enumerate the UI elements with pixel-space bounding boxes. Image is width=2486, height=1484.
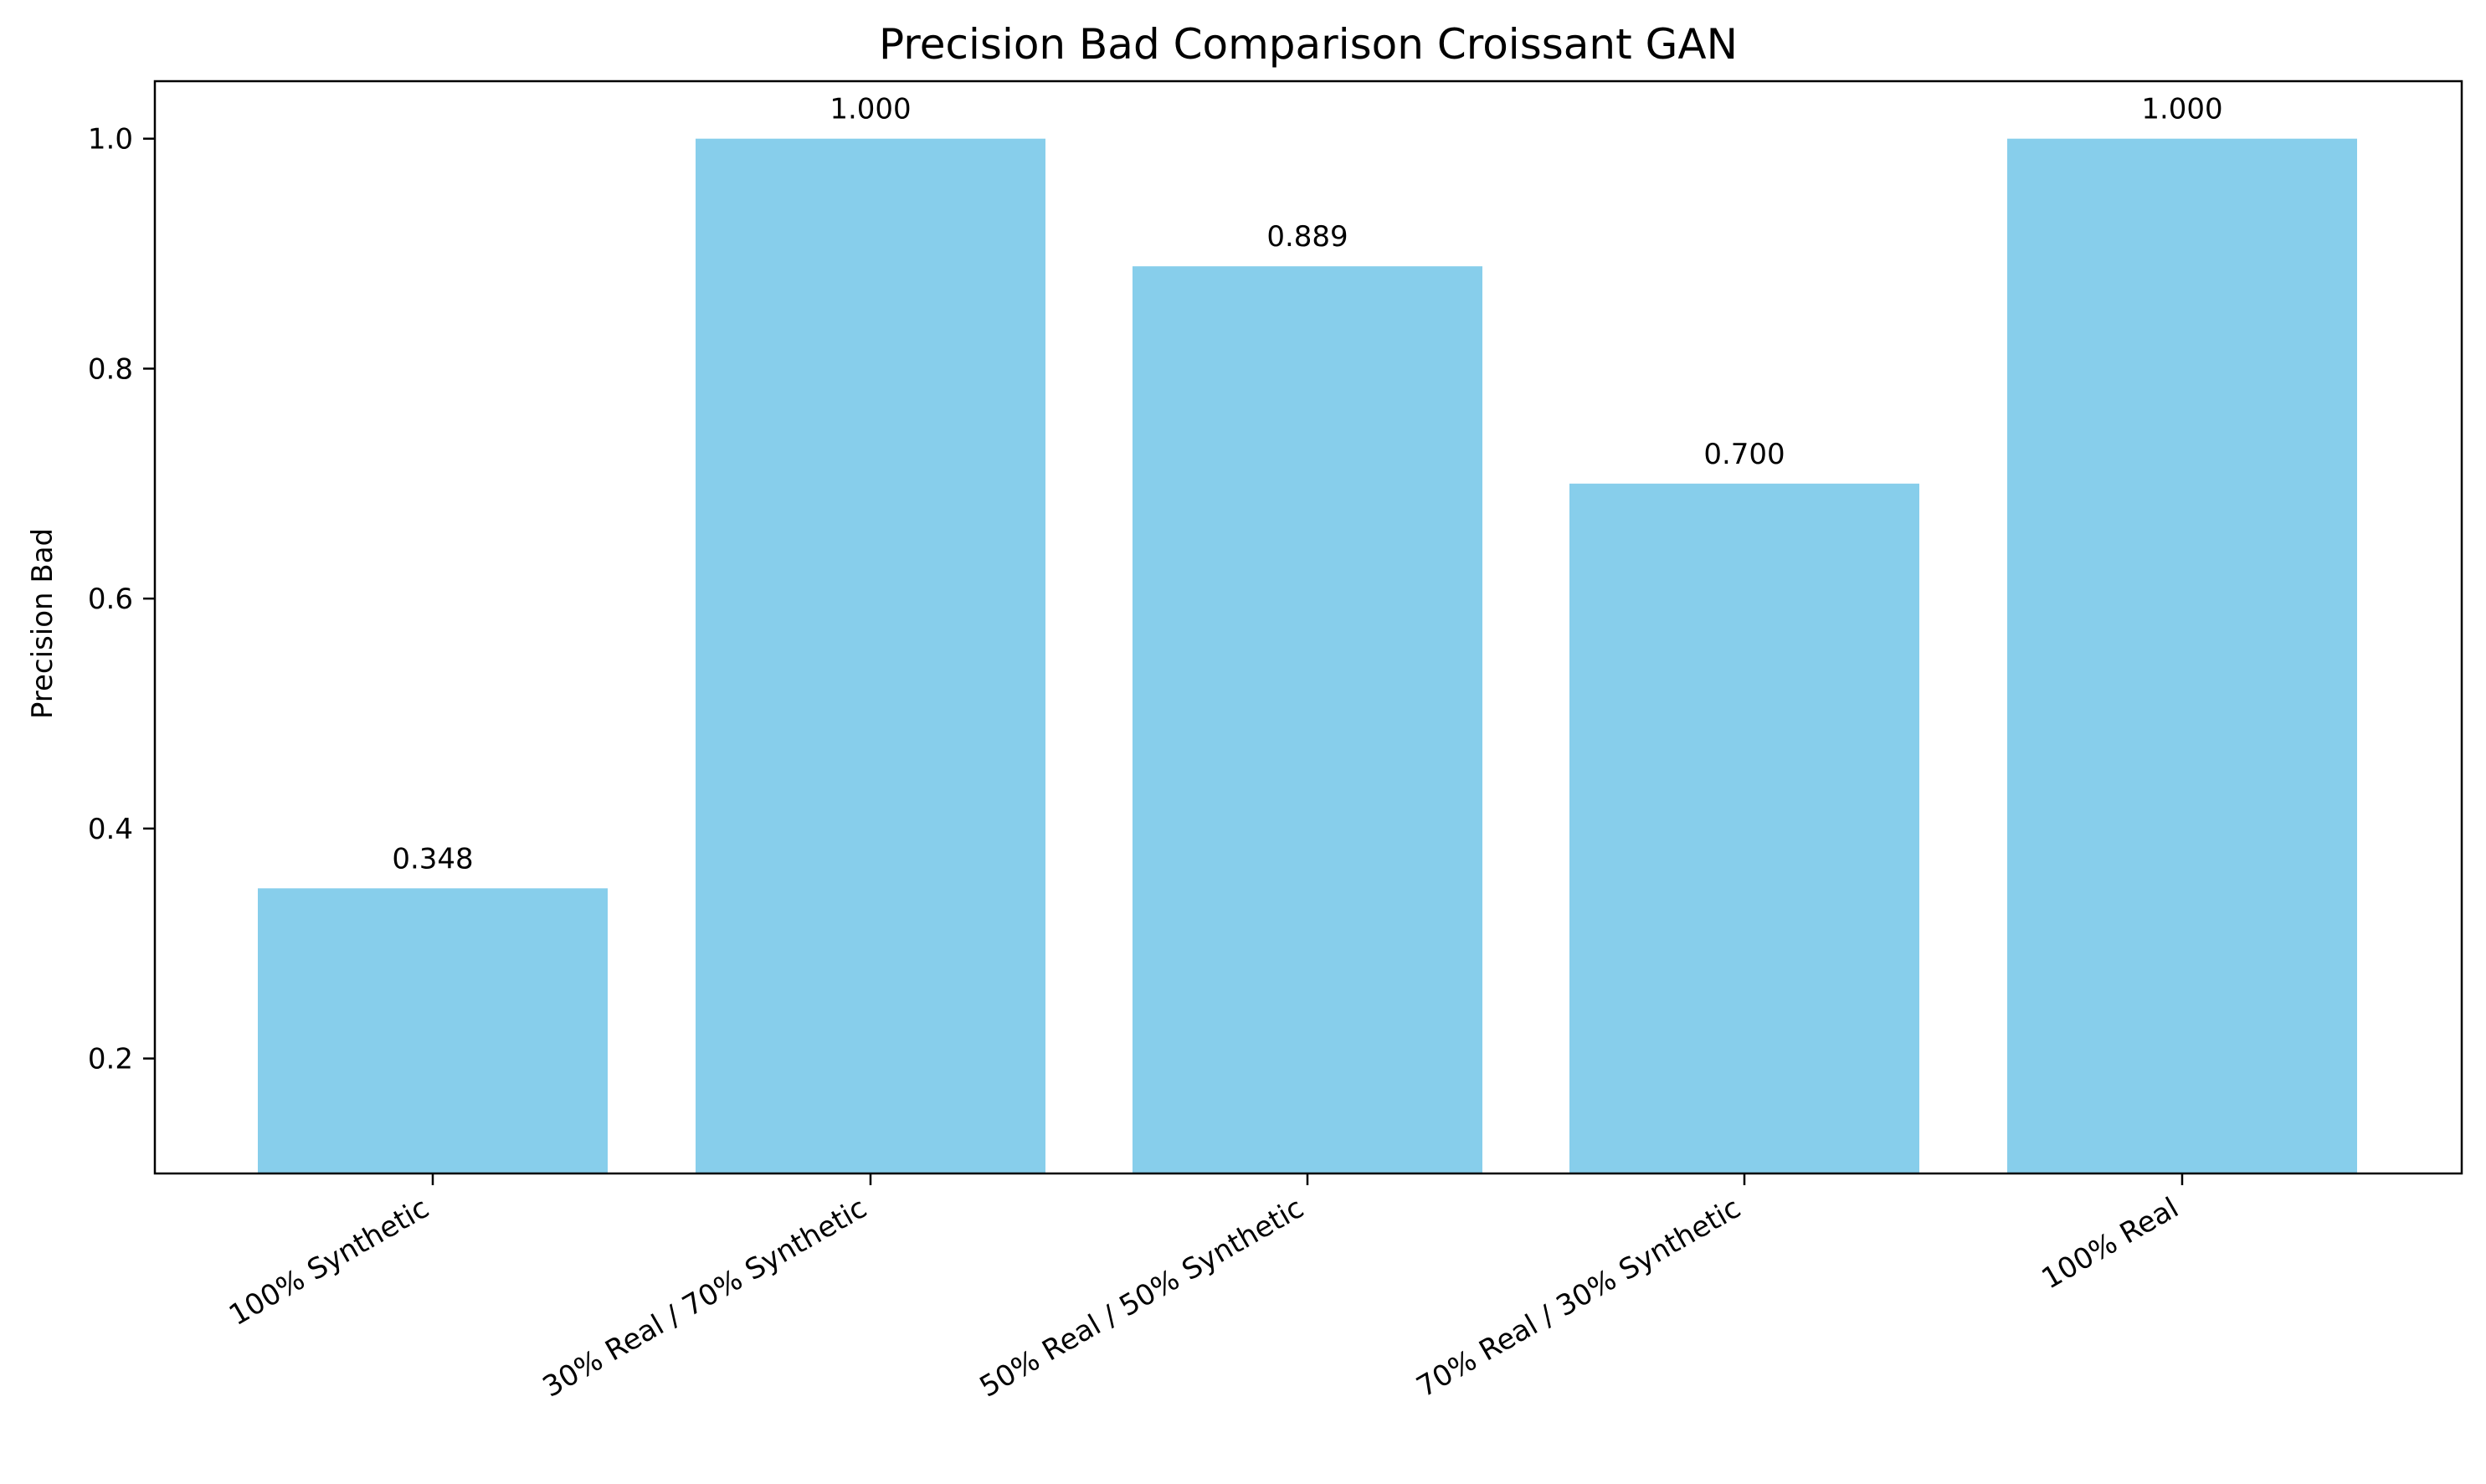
y-tick-label-5: 1.0 bbox=[88, 123, 133, 157]
bar-2 bbox=[696, 138, 1045, 1173]
y-tick-label-3: 0.6 bbox=[88, 583, 133, 616]
y-tick-label-2: 0.4 bbox=[88, 813, 133, 846]
y-tick-label-1: 0.2 bbox=[88, 1043, 133, 1076]
bar-1 bbox=[258, 888, 608, 1173]
bar-value-label-4: 0.700 bbox=[1703, 438, 1785, 471]
value-labels-layer: 0.348 1.000 0.889 0.700 1.000 bbox=[392, 93, 2222, 876]
bar-value-label-3: 0.889 bbox=[1266, 220, 1348, 254]
bar-5 bbox=[2007, 138, 2357, 1173]
bar-value-label-2: 1.000 bbox=[830, 93, 911, 126]
bar-value-label-5: 1.000 bbox=[2141, 93, 2222, 126]
bars-layer bbox=[258, 138, 2357, 1174]
chart-title: Precision Bad Comparison Croissant GAN bbox=[879, 20, 1738, 69]
y-axis-ticks: 0.2 0.4 0.6 0.8 1.0 bbox=[88, 123, 155, 1076]
y-axis-label: Precision Bad bbox=[26, 528, 59, 719]
y-tick-label-4: 0.8 bbox=[88, 352, 133, 386]
plot-area-frame bbox=[153, 80, 2463, 1175]
bar-4 bbox=[1569, 483, 1919, 1173]
bar-value-label-1: 0.348 bbox=[392, 842, 473, 876]
bar-3 bbox=[1133, 266, 1482, 1174]
